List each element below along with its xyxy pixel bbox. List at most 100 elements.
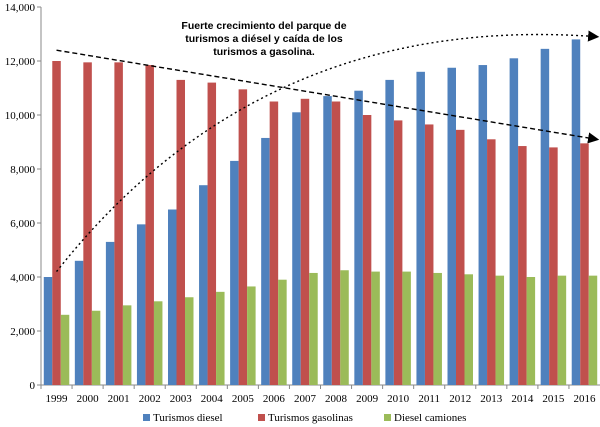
y-tick-label: 14,000 [5, 2, 36, 14]
legend-label-turismos-diesel: Turismos diesel [153, 412, 223, 424]
x-tick-label-2005: 2005 [232, 393, 255, 405]
y-tick-label: 8,000 [10, 164, 35, 176]
bar-turismos-gasolinas-2002 [145, 65, 154, 386]
bar-diesel-camiones-1999 [60, 314, 70, 385]
bar-turismos-diesel-2003 [168, 209, 177, 385]
x-tick-label-2004: 2004 [201, 393, 224, 405]
bar-turismos-gasolinas-2006 [269, 101, 279, 385]
y-axis-ticks: 0 2,000 4,000 6,000 8,000 10,000 12,000 14,000 [5, 2, 41, 392]
x-tick-label-2002: 2002 [139, 393, 161, 405]
y-tick-label: 12,000 [5, 56, 36, 68]
bar-diesel-camiones-2008 [340, 270, 349, 385]
bar-turismos-gasolinas-2011 [424, 124, 434, 385]
legend-item-turismos-gasolinas: Turismos gasolinas [258, 412, 353, 424]
bar-turismos-diesel-2010 [385, 79, 394, 386]
bar-turismos-gasolinas-1999 [52, 61, 61, 385]
bar-turismos-gasolinas-2009 [362, 115, 372, 385]
legend-swatch-turismos-gasolinas [258, 414, 265, 421]
bar-diesel-camiones-2001 [122, 305, 132, 385]
bar-diesel-camiones-2002 [153, 301, 163, 385]
bar-diesel-camiones-2015 [557, 275, 567, 385]
legend-item-diesel-camiones: Diesel camiones [384, 412, 466, 424]
bar-turismos-gasolinas-2010 [393, 120, 403, 386]
bar-diesel-camiones-2012 [464, 274, 473, 385]
x-tick-label-2010: 2010 [387, 393, 410, 405]
legend-label-turismos-gasolinas: Turismos gasolinas [268, 412, 353, 424]
bars-group [43, 39, 598, 386]
trend-arrows [55, 30, 600, 273]
bar-turismos-diesel-2009 [354, 90, 363, 385]
bar-turismos-diesel-2004 [199, 185, 208, 385]
bar-turismos-gasolinas-2014 [518, 146, 527, 385]
y-tick-label: 4,000 [10, 272, 35, 284]
bar-diesel-camiones-2000 [91, 310, 101, 385]
bar-turismos-gasolinas-2008 [331, 101, 341, 385]
bar-diesel-camiones-2004 [216, 291, 225, 385]
legend-label-diesel-camiones: Diesel camiones [394, 412, 466, 424]
bar-turismos-gasolinas-2015 [549, 147, 558, 385]
bar-turismos-diesel-2014 [509, 58, 519, 386]
bar-turismos-gasolinas-2007 [300, 98, 310, 386]
bar-turismos-gasolinas-2013 [487, 139, 496, 385]
bar-turismos-diesel-2002 [136, 224, 146, 385]
bar-diesel-camiones-2005 [247, 286, 256, 385]
bar-diesel-camiones-2013 [495, 275, 505, 385]
bar-turismos-gasolinas-2000 [83, 62, 92, 385]
bar-diesel-camiones-2009 [371, 271, 380, 385]
annotation-line-1: Fuerte crecimiento del parque de [181, 20, 346, 32]
bar-turismos-diesel-2013 [478, 65, 488, 386]
x-tick-label-2011: 2011 [418, 393, 440, 405]
x-tick-label-2016: 2016 [573, 393, 596, 405]
bar-turismos-diesel-2012 [447, 67, 456, 385]
trend-arrow-diesel [55, 30, 600, 273]
legend-swatch-diesel-camiones [384, 414, 391, 421]
x-tick-label-2013: 2013 [480, 393, 503, 405]
bar-diesel-camiones-2007 [309, 272, 318, 385]
x-tick-label-2006: 2006 [263, 393, 286, 405]
trend-arrow-gasolina [56, 49, 600, 144]
bar-diesel-camiones-2011 [433, 272, 442, 385]
bar-turismos-diesel-2006 [261, 137, 270, 385]
y-tick-label: 6,000 [10, 218, 35, 230]
bar-turismos-gasolinas-2016 [580, 143, 589, 385]
legend: Turismos diesel Turismos gasolinas Diese… [143, 412, 466, 424]
x-tick-label-2014: 2014 [511, 393, 534, 405]
x-tick-label-2008: 2008 [325, 393, 348, 405]
bar-turismos-diesel-2005 [230, 160, 239, 385]
x-tick-label-1999: 1999 [46, 393, 69, 405]
x-tick-label-2003: 2003 [170, 393, 193, 405]
legend-swatch-turismos-diesel [143, 414, 150, 421]
annotation: Fuerte crecimiento del parque de turismo… [181, 20, 346, 58]
bar-diesel-camiones-2010 [402, 271, 411, 385]
bar-turismos-diesel-2011 [416, 71, 425, 386]
x-tick-label-2009: 2009 [356, 393, 379, 405]
x-tick-label-2007: 2007 [294, 393, 317, 405]
bar-turismos-gasolinas-2004 [207, 82, 217, 385]
x-axis-ticks: 1999 2000 2001 2002 2003 2004 2005 2006 2007 2008… [40, 385, 596, 405]
bar-diesel-camiones-2003 [185, 297, 194, 385]
bar-turismos-diesel-2015 [540, 48, 550, 385]
bar-turismos-diesel-2000 [74, 260, 84, 385]
bar-turismos-gasolinas-2012 [456, 129, 465, 385]
annotation-line-3: turismos a gasolina. [213, 46, 315, 58]
bar-turismos-diesel-2007 [292, 112, 301, 386]
x-tick-label-2015: 2015 [542, 393, 565, 405]
bar-diesel-camiones-2016 [588, 275, 598, 385]
bar-turismos-diesel-2016 [571, 39, 581, 386]
bar-turismos-gasolinas-2001 [114, 62, 123, 385]
x-tick-label-2012: 2012 [449, 393, 471, 405]
legend-item-turismos-diesel: Turismos diesel [143, 412, 223, 424]
bar-turismos-diesel-1999 [43, 277, 53, 385]
bar-diesel-camiones-2006 [278, 279, 287, 385]
y-tick-label: 2,000 [10, 326, 35, 338]
bar-turismos-diesel-2001 [105, 241, 115, 385]
bar-turismos-gasolinas-2005 [238, 89, 248, 385]
x-tick-label-2001: 2001 [108, 393, 130, 405]
y-tick-label: 10,000 [5, 110, 36, 122]
annotation-line-2: turismos a diésel y caída de los [185, 33, 343, 45]
bar-turismos-diesel-2008 [323, 96, 332, 385]
x-tick-label-2000: 2000 [77, 393, 100, 405]
bar-turismos-gasolinas-2003 [176, 79, 185, 386]
bar-diesel-camiones-2014 [526, 277, 536, 385]
